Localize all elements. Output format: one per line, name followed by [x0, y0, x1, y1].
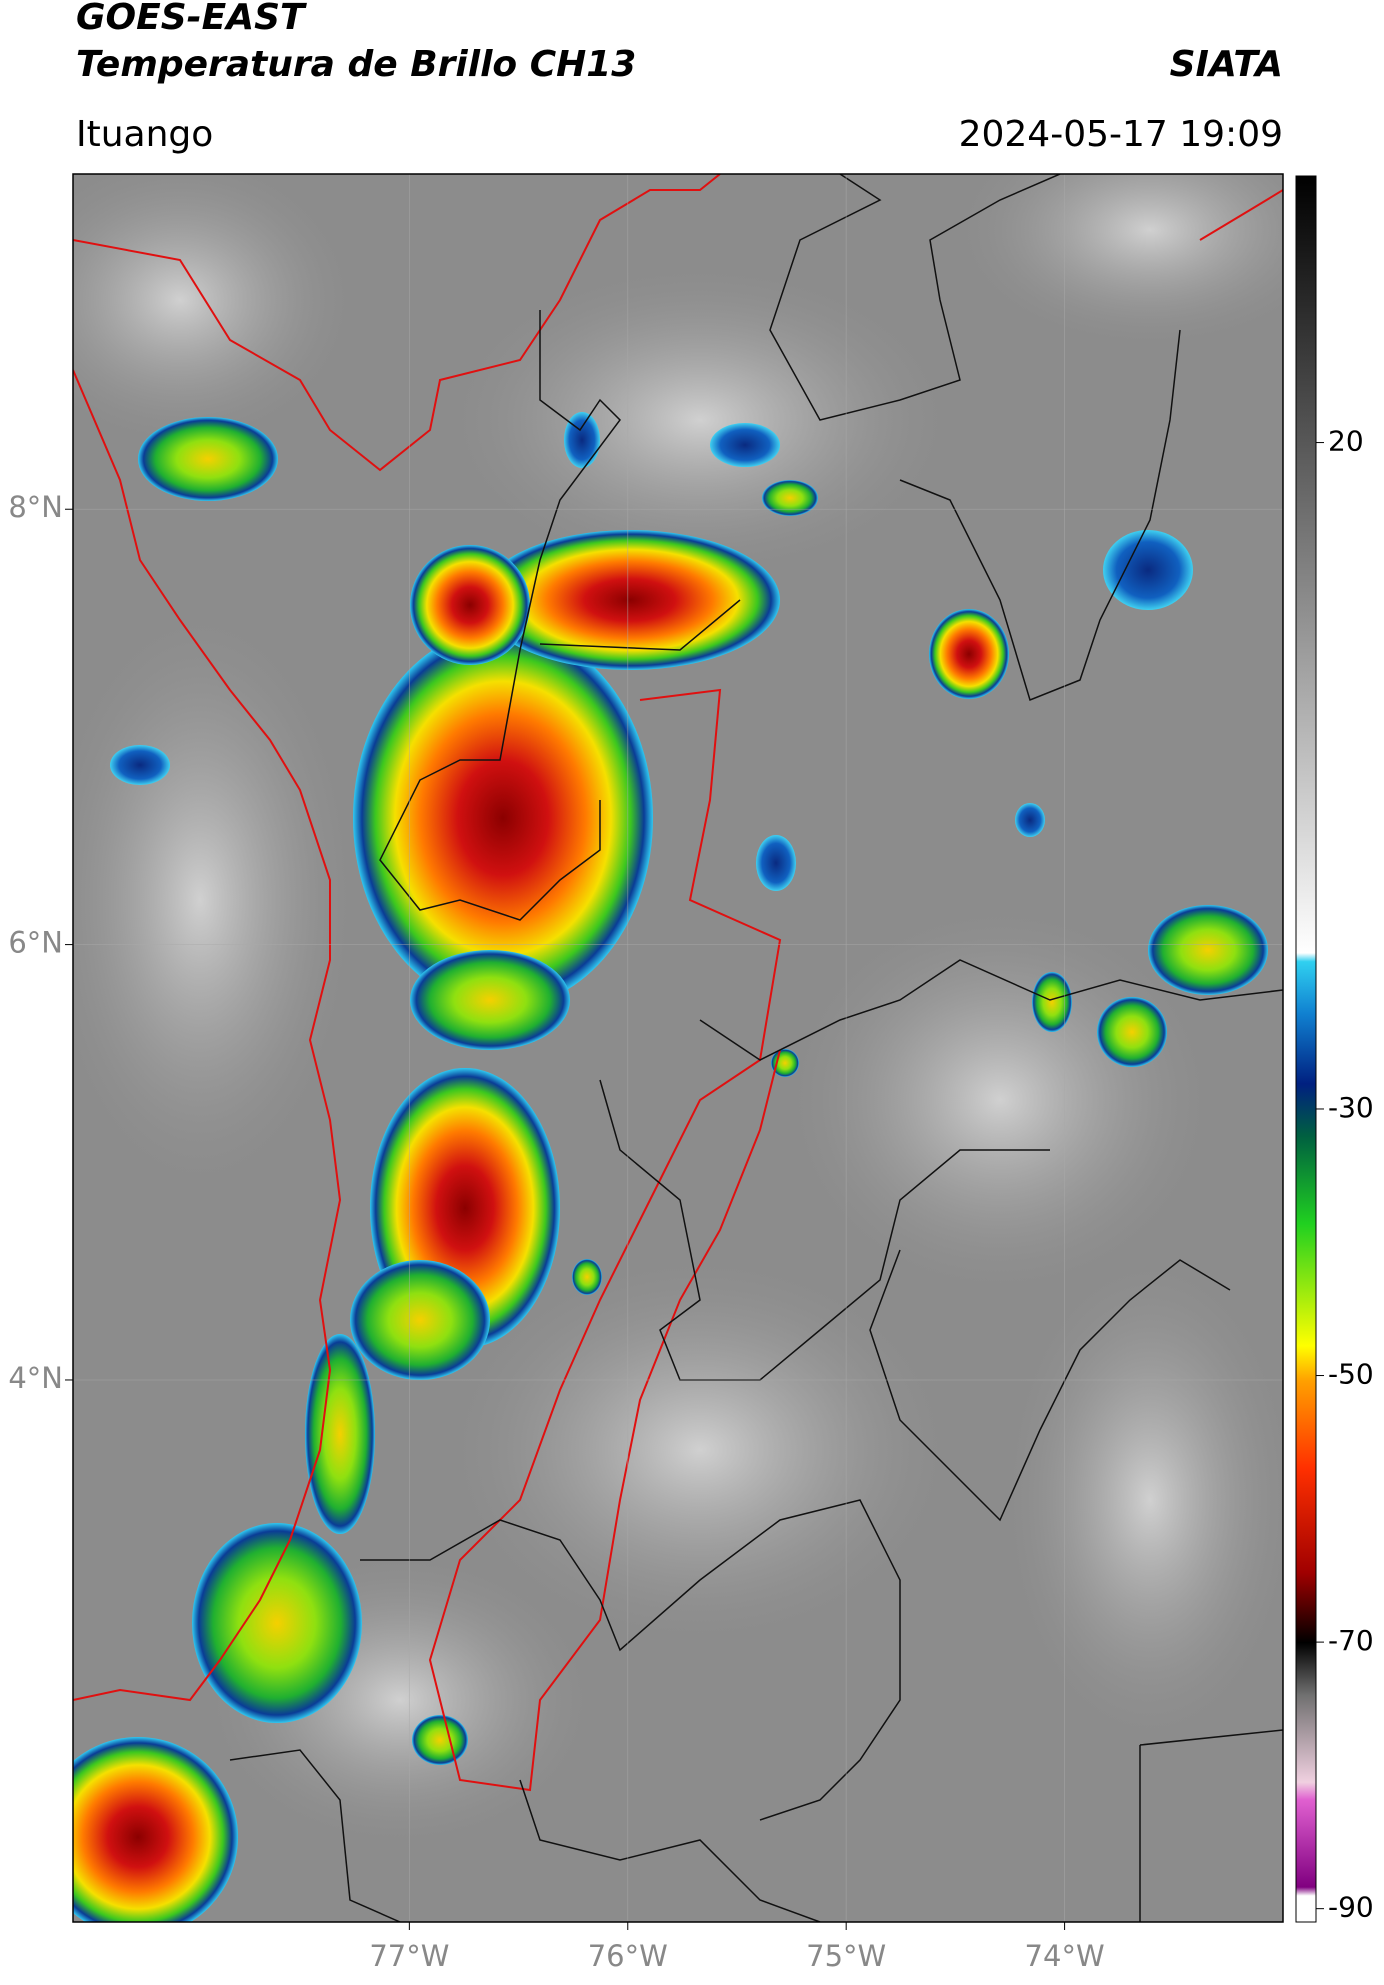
lon-tick-label: 74°W — [1025, 1939, 1105, 1973]
source: SIATA — [1170, 44, 1283, 85]
colorbar — [1295, 175, 1317, 1923]
subtitle: Temperatura de Brillo CH13 — [76, 44, 636, 85]
colorbar-tick-label: -90 — [1328, 1891, 1374, 1924]
lat-tick-label: 4°N — [8, 1361, 63, 1395]
lon-tick-label: 77°W — [369, 1939, 449, 1973]
map-frame — [72, 173, 1284, 1923]
datetime: 2024-05-17 19:09 — [959, 114, 1283, 155]
title: GOES-EAST — [76, 0, 307, 38]
lon-tick-label: 75°W — [806, 1939, 886, 1973]
colorbar-tick-label: -50 — [1328, 1358, 1374, 1391]
lat-tick-label: 8°N — [8, 490, 63, 524]
graticule — [65, 174, 1283, 1930]
colorbar-tick-label: -30 — [1328, 1091, 1374, 1124]
colorbar-tick-label: -70 — [1328, 1624, 1374, 1657]
lon-tick-label: 76°W — [588, 1939, 668, 1973]
location: Ituango — [76, 114, 213, 155]
lat-tick-label: 6°N — [8, 926, 63, 960]
satellite-image — [73, 174, 1283, 1922]
colorbar-tick-label: 20 — [1328, 425, 1364, 458]
